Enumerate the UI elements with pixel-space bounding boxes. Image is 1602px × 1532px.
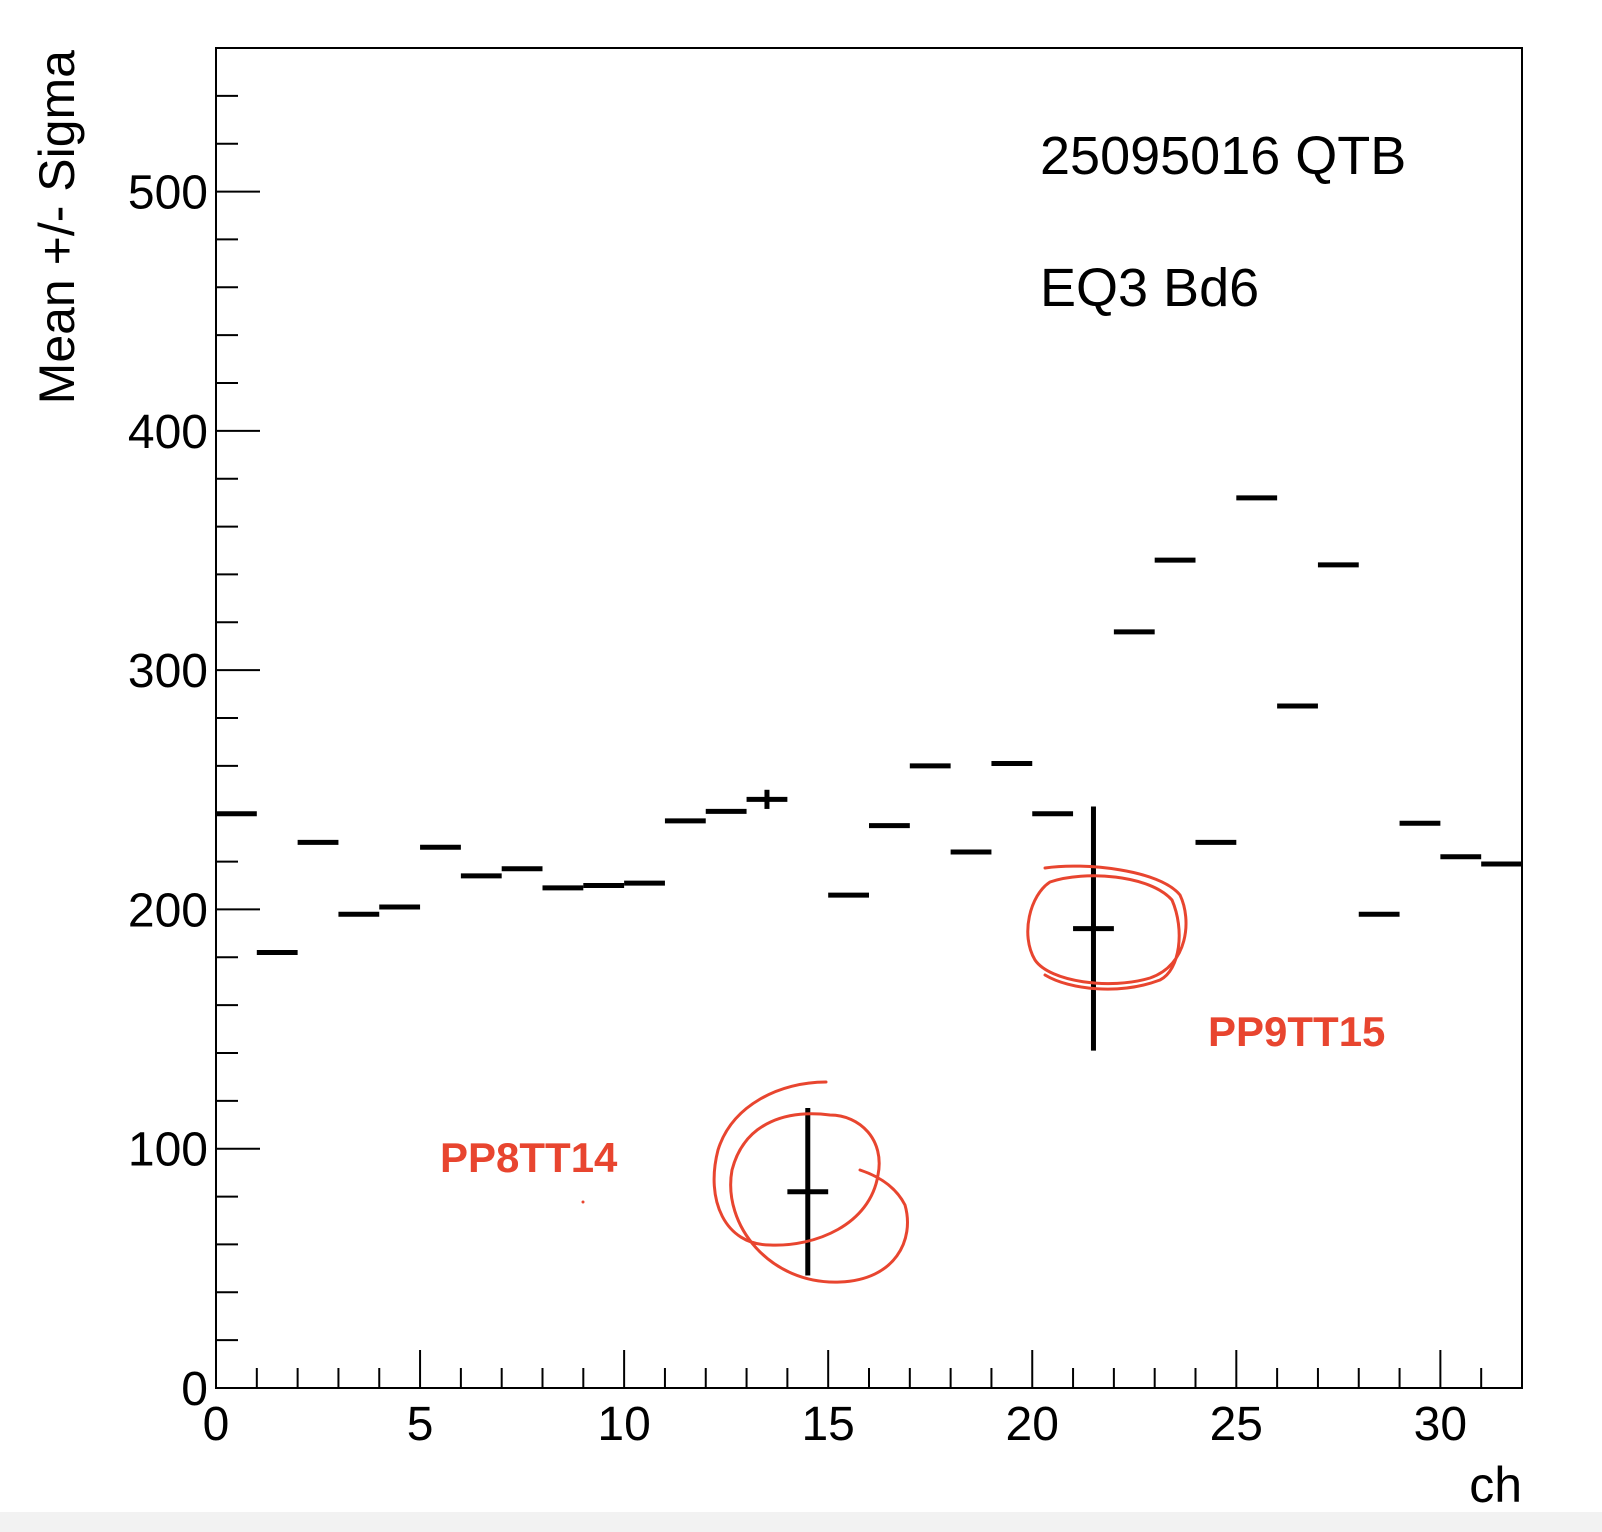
- annotation-label-pp8tt14: PP8TT14: [440, 1134, 618, 1181]
- x-tick-label: 25: [1210, 1398, 1263, 1451]
- y-tick-label: 500: [128, 167, 208, 220]
- plot-frame: [215, 47, 1523, 1389]
- y-tick-label: 300: [128, 645, 208, 698]
- annotation-pp9tt15: PP9TT15: [1026, 864, 1385, 1055]
- x-major-ticks: [215, 1350, 1442, 1388]
- annotation-circle-ch21: [1026, 864, 1188, 991]
- y-tick-label: 400: [128, 406, 208, 459]
- y-tick-labels: 0 100 200 300 400 500: [128, 167, 208, 1416]
- annotation-pp8tt14: PP8TT14: [440, 1080, 909, 1284]
- info-run-number: 25095016 QTB: [1040, 126, 1406, 186]
- annotation-circle-ch14: [712, 1080, 909, 1284]
- x-axis-title: ch: [1469, 1457, 1522, 1513]
- x-tick-label: 10: [597, 1398, 650, 1451]
- data-marks: [216, 495, 1522, 1276]
- x-tick-label: 20: [1006, 1398, 1059, 1451]
- y-tick-label: 0: [181, 1363, 208, 1416]
- info-board-label: EQ3 Bd6: [1040, 258, 1259, 318]
- annotation-label-pp9tt15: PP9TT15: [1208, 1008, 1385, 1055]
- window-bottom-edge: [0, 1512, 1602, 1532]
- y-axis-title: Mean +/- Sigma: [29, 50, 85, 405]
- x-tick-labels: 0 5 10 15 20 25 30: [203, 1398, 1467, 1451]
- y-tick-label: 200: [128, 884, 208, 937]
- data-point: [1073, 806, 1114, 1051]
- x-tick-label: 30: [1414, 1398, 1467, 1451]
- annotation-stray-dot: [581, 1200, 585, 1204]
- x-tick-label: 5: [407, 1398, 434, 1451]
- x-tick-label: 15: [801, 1398, 854, 1451]
- x-tick-label: 0: [203, 1398, 230, 1451]
- y-major-ticks: [216, 190, 260, 1389]
- x-minor-ticks: [255, 1368, 1523, 1388]
- data-point: [746, 789, 788, 809]
- data-point: [787, 1108, 829, 1276]
- y-minor-ticks: [216, 47, 238, 1342]
- y-tick-label: 100: [128, 1124, 208, 1177]
